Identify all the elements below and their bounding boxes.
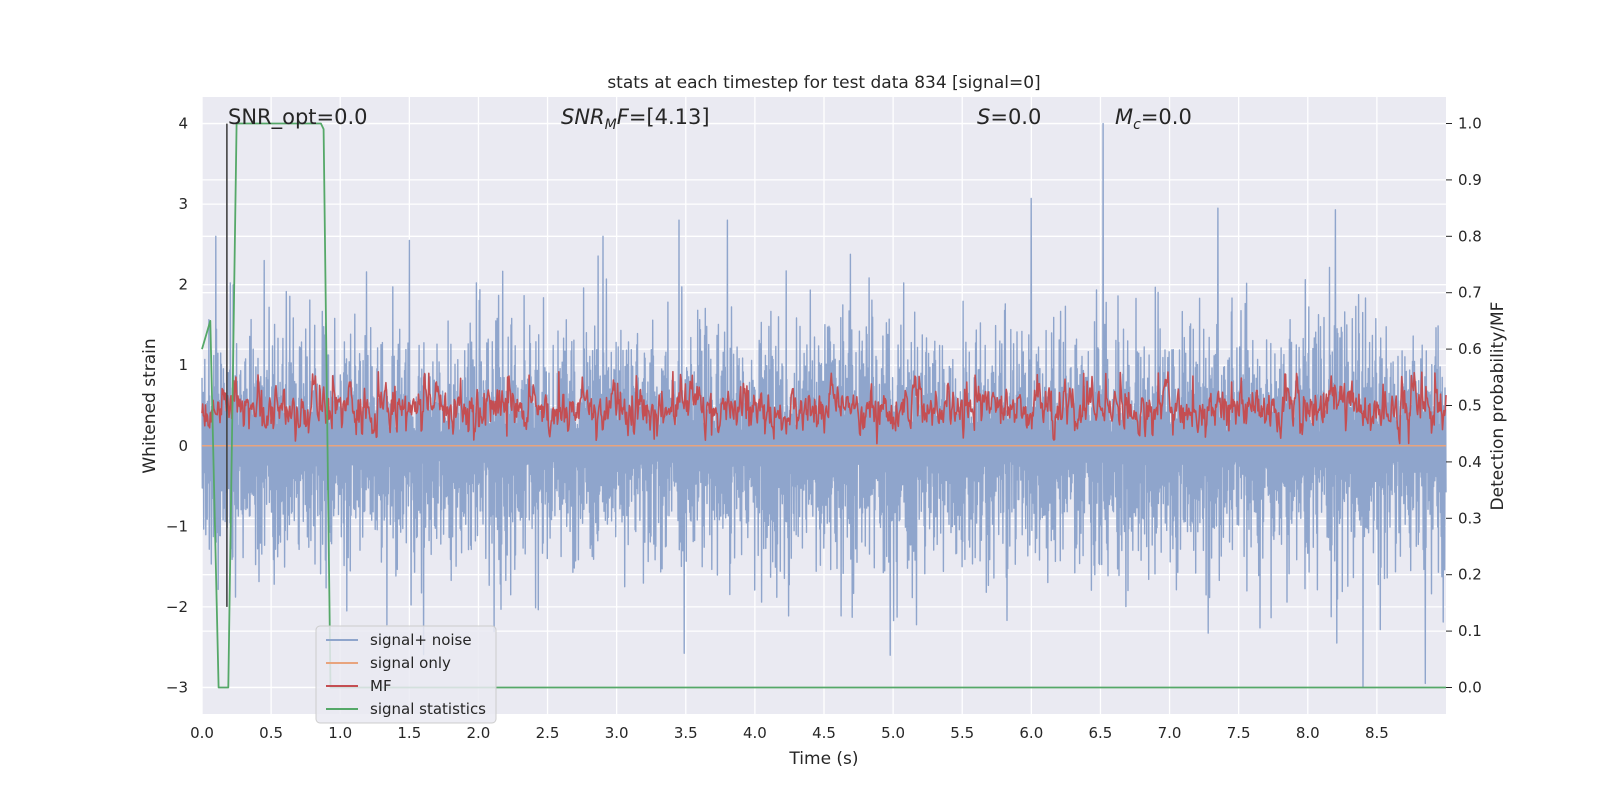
legend-box: [315, 625, 497, 724]
legend-label: signal statistics: [370, 700, 486, 718]
y-right-tick-label: 0.2: [1458, 566, 1482, 584]
y-right-tick-label: 0.1: [1458, 622, 1482, 640]
annotation-snr-opt: SNR_opt=0.0: [228, 105, 368, 130]
legend-label: MF: [370, 677, 392, 695]
x-tick-label: 6.5: [1089, 724, 1113, 742]
y-left-tick-label: −2: [166, 598, 188, 616]
y-right-tick-label: 0.0: [1458, 678, 1482, 696]
y-axis-label-right: Detection probability/MF: [1488, 302, 1508, 511]
x-tick-label: 3.0: [605, 724, 629, 742]
annotation-snr-mf-sub: M: [605, 117, 617, 133]
y-left-tick-label: −3: [166, 678, 188, 696]
y-left-tick-label: 3: [178, 195, 188, 213]
x-tick-label: 4.5: [812, 724, 836, 742]
legend-label: signal+ noise: [370, 631, 472, 649]
legend-items: signal+ noise signal only MF signal statist…: [326, 631, 486, 718]
annotation-mc-sub: c: [1133, 117, 1141, 133]
annotation-mc: Mc=0.0: [1115, 105, 1192, 133]
x-tick-label: 0.0: [190, 724, 214, 742]
y-right-tick-label: 0.6: [1458, 340, 1482, 358]
x-tick-label: 8.0: [1296, 724, 1320, 742]
series-signal-noise-line: [201, 122, 1447, 689]
chart-title: stats at each timestep for test data 834…: [607, 73, 1040, 93]
y-left-tick-label: 1: [178, 356, 188, 374]
y-right-tick-label: 0.9: [1458, 171, 1482, 189]
annotation-mc-main: M: [1115, 105, 1133, 129]
legend-label: signal only: [370, 654, 451, 672]
x-tick-label: 2.5: [536, 724, 560, 742]
y-left-tick-label: −1: [166, 517, 188, 535]
x-axis-label: Time (s): [788, 749, 858, 769]
x-tick-label: 8.5: [1365, 724, 1389, 742]
y-right-tick-label: 0.4: [1458, 453, 1482, 471]
annotation-snr-mf-value: =[4.13]: [629, 105, 710, 129]
x-tick-label: 6.0: [1019, 724, 1043, 742]
annotation-s-value: =0.0: [990, 105, 1041, 129]
annotations: SNR_opt=0.0 SNRMF=[4.13] S=0.0 Mc=0.0: [228, 105, 1192, 133]
y-left-tick-label: 4: [178, 115, 188, 133]
y-right-tick-label: 0.3: [1458, 509, 1482, 527]
x-tick-label: 5.0: [881, 724, 905, 742]
x-tick-label: 5.5: [950, 724, 974, 742]
annotation-snr-mf: SNRMF=[4.13]: [561, 105, 710, 133]
ticks-layer: 0.0 0.5 1.0 1.5 2.0 2.5 3.0 3.5 4.0 4.5 5.0 5.5 6.0 6…: [166, 115, 1482, 742]
series-layer: [201, 122, 1447, 689]
x-tick-label: 1.0: [328, 724, 352, 742]
y-right-tick-label: 0.5: [1458, 397, 1482, 415]
x-tick-label: 1.5: [397, 724, 421, 742]
annotation-mc-value: =0.0: [1141, 105, 1192, 129]
y-right-tick-label: 1.0: [1458, 115, 1482, 133]
x-tick-label: 7.0: [1158, 724, 1182, 742]
annotation-s: S=0.0: [977, 105, 1041, 129]
y-right-tick-label: 0.7: [1458, 284, 1482, 302]
series-signal-statistics-line: [201, 122, 1446, 689]
x-tick-label: 3.5: [674, 724, 698, 742]
x-tick-label: 0.5: [259, 724, 283, 742]
annotation-snr-mf-rest: F: [617, 105, 630, 129]
x-tick-label: 2.0: [467, 724, 491, 742]
y-left-tick-label: 2: [178, 276, 188, 294]
x-tick-label: 7.5: [1227, 724, 1251, 742]
annotation-s-main: S: [977, 105, 990, 129]
x-tick-label: 4.0: [743, 724, 767, 742]
y-right-tick-label: 0.8: [1458, 227, 1482, 245]
legend: signal+ noise signal only MF signal statist…: [315, 625, 497, 724]
y-axis-label-left: Whitened strain: [140, 338, 160, 473]
y-left-tick-label: 0: [178, 437, 188, 455]
annotation-snr-mf-main: SNR: [561, 105, 605, 129]
series-mf-line: [201, 370, 1447, 445]
